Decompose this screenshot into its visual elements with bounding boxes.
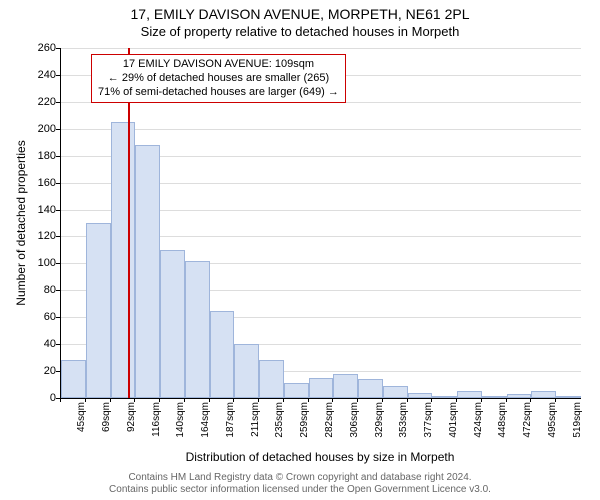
x-tick-label: 495sqm — [547, 402, 558, 444]
bar — [556, 396, 581, 398]
x-tick-mark — [382, 398, 383, 402]
x-tick-mark — [85, 398, 86, 402]
bar — [185, 261, 210, 398]
x-tick-label: 69sqm — [101, 402, 112, 444]
info-box: 17 EMILY DAVISON AVENUE: 109sqm ← 29% of… — [91, 54, 346, 103]
bar — [333, 374, 358, 398]
x-tick-label: 353sqm — [398, 402, 409, 444]
bar — [86, 223, 111, 398]
bar — [135, 145, 160, 398]
footer-line-1: Contains HM Land Registry data © Crown c… — [0, 472, 600, 483]
y-tick-mark — [56, 75, 60, 76]
x-tick-mark — [407, 398, 408, 402]
info-line-1: 17 EMILY DAVISON AVENUE: 109sqm — [98, 58, 339, 72]
bar — [358, 379, 383, 398]
x-tick-label: 424sqm — [473, 402, 484, 444]
x-tick-mark — [308, 398, 309, 402]
info-line-2: ← 29% of detached houses are smaller (26… — [98, 72, 339, 86]
x-tick-label: 164sqm — [200, 402, 211, 444]
bar — [61, 360, 86, 398]
x-tick-label: 259sqm — [299, 402, 310, 444]
x-tick-label: 45sqm — [76, 402, 87, 444]
bar — [531, 391, 556, 398]
bar — [457, 391, 482, 398]
x-tick-mark — [357, 398, 358, 402]
y-axis-label: Number of detached properties — [14, 48, 28, 398]
y-tick-mark — [56, 344, 60, 345]
bar — [210, 311, 235, 399]
y-tick-mark — [56, 48, 60, 49]
bar — [383, 386, 408, 398]
x-tick-label: 519sqm — [572, 402, 583, 444]
y-tick-mark — [56, 236, 60, 237]
x-tick-mark — [332, 398, 333, 402]
x-tick-label: 282sqm — [324, 402, 335, 444]
chart-title-main: 17, EMILY DAVISON AVENUE, MORPETH, NE61 … — [0, 6, 600, 22]
y-tick-mark — [56, 210, 60, 211]
x-tick-label: 187sqm — [225, 402, 236, 444]
x-tick-mark — [60, 398, 61, 402]
x-tick-mark — [283, 398, 284, 402]
info-line-3: 71% of semi-detached houses are larger (… — [98, 86, 339, 100]
bar — [111, 122, 136, 398]
bar — [507, 394, 532, 398]
x-tick-mark — [110, 398, 111, 402]
y-tick-mark — [56, 263, 60, 264]
x-tick-label: 116sqm — [151, 402, 162, 444]
x-tick-mark — [506, 398, 507, 402]
y-tick-mark — [56, 290, 60, 291]
x-tick-label: 472sqm — [522, 402, 533, 444]
x-tick-label: 92sqm — [126, 402, 137, 444]
footer-line-2: Contains public sector information licen… — [0, 484, 600, 495]
bar — [432, 396, 457, 398]
y-tick-mark — [56, 156, 60, 157]
x-tick-label: 329sqm — [374, 402, 385, 444]
x-tick-mark — [258, 398, 259, 402]
y-tick-mark — [56, 371, 60, 372]
bar — [284, 383, 309, 398]
bar — [408, 393, 433, 398]
x-tick-label: 306sqm — [349, 402, 360, 444]
y-tick-mark — [56, 317, 60, 318]
x-tick-label: 235sqm — [274, 402, 285, 444]
x-tick-label: 448sqm — [497, 402, 508, 444]
bar — [482, 396, 507, 398]
x-tick-mark — [134, 398, 135, 402]
y-tick-mark — [56, 183, 60, 184]
x-tick-label: 377sqm — [423, 402, 434, 444]
x-tick-mark — [530, 398, 531, 402]
x-tick-mark — [431, 398, 432, 402]
plot-area: 17 EMILY DAVISON AVENUE: 109sqm ← 29% of… — [60, 48, 581, 399]
bar — [309, 378, 334, 398]
x-tick-mark — [456, 398, 457, 402]
y-tick-mark — [56, 129, 60, 130]
x-tick-mark — [184, 398, 185, 402]
chart-container: 17, EMILY DAVISON AVENUE, MORPETH, NE61 … — [0, 0, 600, 500]
x-tick-mark — [159, 398, 160, 402]
bar — [259, 360, 284, 398]
x-tick-mark — [555, 398, 556, 402]
x-tick-mark — [233, 398, 234, 402]
x-tick-label: 401sqm — [448, 402, 459, 444]
x-axis-label: Distribution of detached houses by size … — [60, 450, 580, 464]
chart-title-sub: Size of property relative to detached ho… — [0, 24, 600, 39]
bar — [234, 344, 259, 398]
y-tick-mark — [56, 102, 60, 103]
bar — [160, 250, 185, 398]
x-tick-mark — [209, 398, 210, 402]
x-tick-mark — [481, 398, 482, 402]
x-tick-label: 140sqm — [175, 402, 186, 444]
x-tick-label: 211sqm — [250, 402, 261, 444]
